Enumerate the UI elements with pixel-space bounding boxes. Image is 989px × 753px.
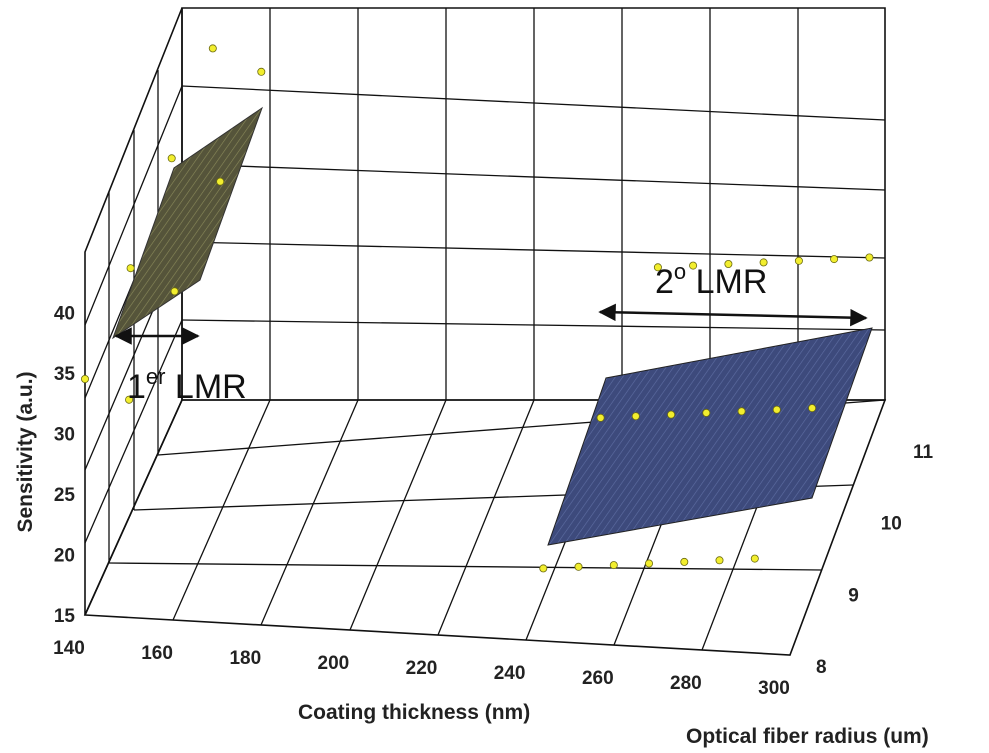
- surface-point: [680, 557, 689, 566]
- y-tick-label: 8: [816, 657, 827, 678]
- floor: [83, 399, 887, 656]
- x-tick-label: 140: [53, 638, 85, 659]
- annotation-2o-lmr: 2o LMR: [598, 259, 868, 327]
- y-tick-label: 9: [848, 585, 859, 606]
- z-axis-label: Sensitivity (a.u.): [14, 371, 37, 532]
- x-tick-label: 300: [758, 678, 790, 699]
- y-tick-label: 10: [881, 514, 902, 535]
- surface-point: [574, 562, 583, 571]
- annotation-1-number: 1: [127, 368, 146, 406]
- svg-text:1er LMR: 1er LMR: [127, 364, 247, 406]
- annotation-2-number: 2: [655, 263, 674, 301]
- surface-point: [715, 556, 724, 565]
- surface-point: [750, 554, 759, 563]
- surface-point: [125, 395, 134, 404]
- surface-point: [865, 253, 874, 262]
- surface-point: [216, 177, 225, 186]
- surface-point: [653, 263, 662, 272]
- surface-point: [772, 405, 781, 414]
- x-tick-label: 200: [318, 653, 350, 674]
- surface-1er-lmr: [112, 106, 263, 340]
- annotation-2-suffix: LMR: [686, 263, 767, 301]
- surface-point: [759, 258, 768, 267]
- surface-point: [794, 256, 803, 265]
- surface-point: [737, 407, 746, 416]
- surface-point: [257, 67, 266, 76]
- z-tick-label: 40: [54, 304, 75, 325]
- y-tick-labels: 8 9 10 11: [816, 442, 934, 678]
- z-tick-label: 20: [54, 546, 75, 567]
- surface-point: [702, 408, 711, 417]
- surfaces: [112, 106, 873, 546]
- surface-point: [81, 374, 90, 383]
- surface-point: [170, 287, 179, 296]
- surface-point: [126, 264, 135, 273]
- surface-point: [539, 564, 548, 573]
- annotation-1-suffix: LMR: [165, 368, 246, 406]
- surface-data-points: [81, 44, 874, 573]
- z-tick-label: 30: [54, 425, 75, 446]
- surface-point: [167, 154, 176, 163]
- x-tick-label: 220: [406, 658, 438, 679]
- z-tick-labels: 15 20 25 30 35 40: [54, 304, 76, 628]
- surface-point: [667, 410, 676, 419]
- annotation-1er-lmr: 1er LMR: [114, 327, 247, 406]
- surface-point: [596, 413, 605, 422]
- y-tick-label: 11: [913, 442, 934, 463]
- y-axis-label: Optical fiber radius (um): [686, 725, 929, 748]
- annotation-2-superscript: o: [674, 259, 686, 284]
- x-tick-labels: 140 160 180 200 220 240 260 280 300: [53, 638, 790, 699]
- surface-point: [208, 44, 217, 53]
- surface-point: [808, 404, 817, 413]
- x-tick-label: 260: [582, 668, 614, 689]
- surface-point: [689, 261, 698, 270]
- surface-point: [645, 559, 654, 568]
- x-tick-label: 240: [494, 663, 526, 684]
- surface-point: [830, 255, 839, 264]
- x-tick-label: 280: [670, 673, 702, 694]
- z-tick-label: 35: [54, 364, 76, 385]
- surface-point: [724, 259, 733, 268]
- x-tick-label: 160: [141, 643, 173, 664]
- x-tick-label: 180: [229, 648, 261, 669]
- back-wall: [181, 7, 886, 401]
- surface-2o-lmr: [547, 327, 873, 546]
- z-tick-label: 15: [54, 606, 76, 627]
- z-tick-label: 25: [54, 485, 76, 506]
- surface-point: [631, 412, 640, 421]
- surface-point: [609, 561, 618, 570]
- annotation-1-superscript: er: [146, 364, 166, 389]
- svg-text:2o LMR: 2o LMR: [655, 259, 767, 301]
- x-axis-label: Coating thickness (nm): [298, 701, 530, 724]
